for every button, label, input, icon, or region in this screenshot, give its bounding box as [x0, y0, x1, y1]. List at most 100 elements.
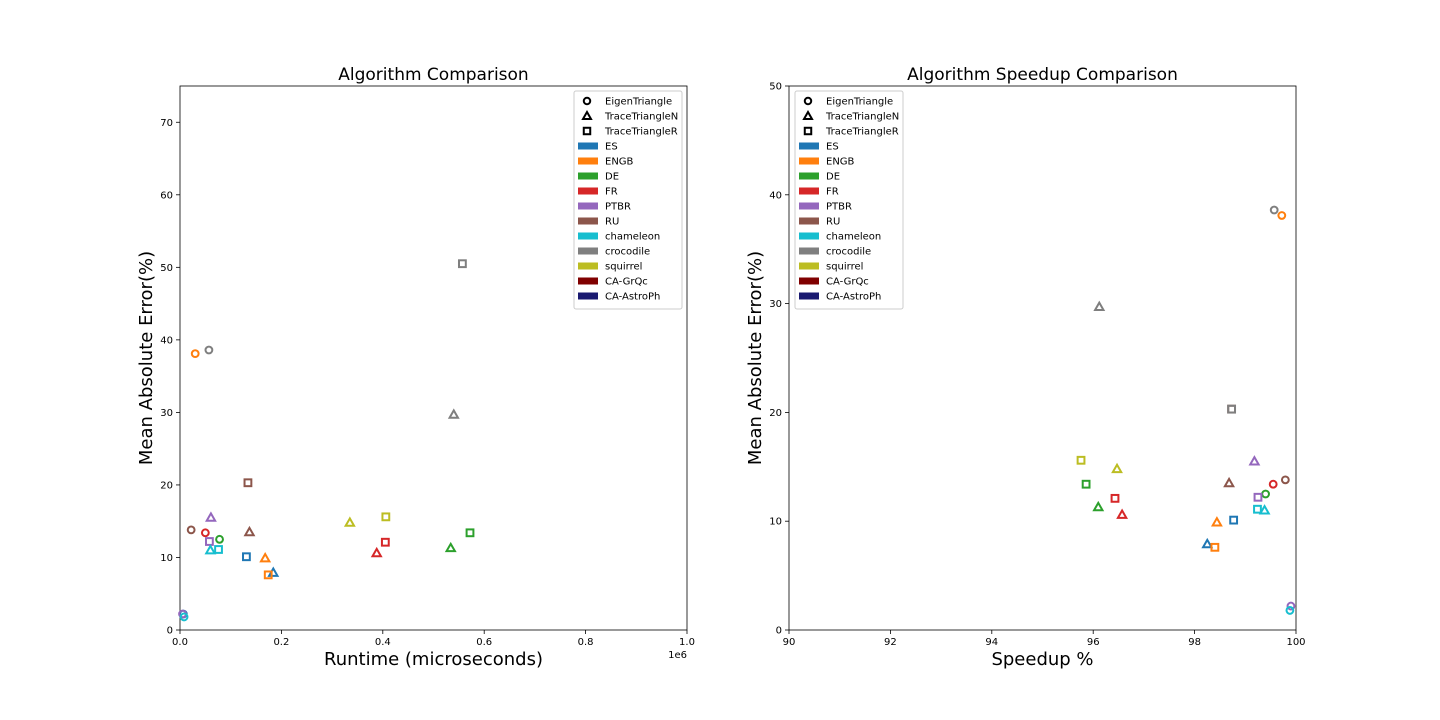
legend-label: CA-GrQc [605, 277, 648, 288]
data-point-chameleon-eigentriangle [179, 612, 189, 622]
data-point-es-tracetriangler [1229, 515, 1239, 525]
data-point-crocodile-tracetrianglen [447, 408, 460, 419]
legend-label: crocodile [605, 247, 650, 258]
legend-label: ENGB [826, 157, 855, 168]
legend: EigenTriangle TraceTriangleN TraceTriangle… [573, 90, 683, 310]
y-tick-label: 20 [769, 408, 782, 419]
legend-label: DE [605, 172, 619, 183]
legend-label: PTBR [826, 202, 852, 213]
legend-swatch-squirrel [799, 262, 819, 270]
legend-label: PTBR [605, 202, 631, 213]
data-point-engb-tracetriangler [1210, 542, 1220, 552]
legend-swatch-ru [578, 217, 598, 225]
legend-marker-circle [582, 96, 592, 106]
legend-label: chameleon [826, 232, 881, 243]
data-point-engb-tracetriangler [263, 570, 273, 580]
data-point-chameleon-tracetrianglen [1258, 504, 1271, 515]
chart-2: Algorithm Speedup Comparison 90 92 94 96 98 10… [745, 65, 1306, 670]
data-point-ptbr-tracetriangler [1253, 492, 1263, 502]
data-point-ptbr-eigentriangle [1286, 601, 1296, 611]
legend-swatch-ca-astroph [578, 292, 598, 300]
x-tick-label: 0.8 [578, 637, 594, 648]
legend-swatch-engb [578, 157, 598, 165]
data-point-engb-eigentriangle [1277, 211, 1287, 220]
legend-swatch-fr [578, 187, 598, 195]
legend-marker-triangle [802, 109, 814, 120]
legend-label: TraceTriangleN [825, 112, 899, 123]
legend-label: FR [826, 187, 839, 198]
y-axis-title: Mean Absolute Error(%) [745, 251, 766, 465]
x-tick-label: 0.4 [375, 637, 391, 648]
legend-label: TraceTriangleN [604, 112, 678, 123]
y-tick-label: 0 [167, 626, 173, 637]
legend-label: CA-GrQc [826, 277, 869, 288]
x-tick-label: 90 [783, 637, 796, 648]
data-point-squirrel-tracetriangler [1076, 455, 1086, 465]
data-point-fr-tracetriangler [1110, 493, 1120, 503]
legend-swatch-chameleon [578, 232, 598, 240]
y-tick-label: 70 [160, 118, 173, 129]
y-tick-label: 40 [160, 335, 173, 346]
data-point-crocodile-tracetriangler [457, 259, 467, 269]
legend-label: ES [826, 142, 839, 153]
legend-swatch-ru [799, 217, 819, 225]
data-point-squirrel-tracetrianglen [343, 516, 356, 527]
legend-swatch-ptbr [578, 202, 598, 210]
x-tick-label: 0.0 [172, 637, 188, 648]
data-point-chameleon-tracetriangler [1253, 504, 1262, 514]
x-axis-title: Runtime (microseconds) [324, 649, 543, 670]
legend-box [794, 90, 904, 310]
chart-1: Algorithm Comparison 0.0 0.2 0.4 0.6 0.8 1.0 0 1… [136, 65, 695, 670]
legend-marker-triangle [581, 109, 593, 120]
y-tick-label: 60 [160, 190, 173, 201]
data-point-de-tracetriangler [1081, 479, 1091, 489]
legend-label: RU [605, 217, 619, 228]
data-point-crocodile-tracetriangler [1227, 404, 1237, 414]
x-tick-label: 100 [1286, 637, 1305, 648]
data-point-squirrel-tracetrianglen [1111, 462, 1123, 474]
data-point-de-tracetrianglen [1092, 500, 1105, 512]
legend-label: chameleon [605, 232, 660, 243]
x-tick-label: 94 [985, 637, 998, 648]
legend-label: CA-AstroPh [605, 292, 660, 303]
legend-swatch-ca-grqc [578, 277, 598, 285]
legend-swatch-de [799, 172, 819, 180]
data-point-squirrel-tracetriangler [381, 512, 391, 522]
legend-marker-square [582, 126, 592, 136]
y-tick-label: 50 [160, 263, 173, 274]
data-point-engb-tracetrianglen [1210, 516, 1223, 527]
legend-swatch-chameleon [799, 232, 819, 240]
legend-swatch-engb [799, 157, 819, 165]
data-point-ru-tracetrianglen [243, 525, 256, 537]
legend-label: ES [605, 142, 618, 153]
legend-swatch-crocodile [799, 247, 819, 255]
data-point-es-tracetriangler [242, 552, 251, 562]
y-tick-label: 20 [160, 480, 173, 491]
data-point-ru-eigentriangle [1280, 475, 1290, 485]
data-point-fr-tracetrianglen [1116, 508, 1129, 519]
chart-title: Algorithm Speedup Comparison [907, 65, 1178, 85]
data-point-ptbr-tracetrianglen [205, 511, 217, 522]
chart-title: Algorithm Comparison [338, 65, 528, 85]
legend-swatch-squirrel [578, 262, 598, 270]
y-tick-label: 50 [769, 82, 782, 93]
data-point-fr-tracetrianglen [370, 546, 383, 558]
data-point-ru-tracetriangler [243, 478, 253, 488]
x-tick-label: 96 [1087, 637, 1100, 648]
x-tick-label: 98 [1188, 637, 1201, 648]
legend-label: EigenTriangle [826, 97, 893, 108]
data-point-fr-eigentriangle [200, 528, 210, 538]
data-point-de-tracetrianglen [444, 541, 457, 553]
data-point-chameleon-tracetriangler [214, 545, 223, 554]
data-point-crocodile-tracetrianglen [1093, 300, 1106, 312]
x-tick-label: 0.6 [476, 637, 492, 648]
y-tick-label: 0 [776, 626, 782, 637]
data-point-crocodile-eigentriangle [204, 345, 214, 355]
x-offset-label: 1e6 [668, 650, 687, 661]
data-point-fr-eigentriangle [1268, 479, 1278, 489]
data-point-de-eigentriangle [215, 534, 224, 544]
y-tick-label: 40 [769, 190, 782, 201]
x-tick-label: 0.2 [273, 637, 289, 648]
x-tick-label: 92 [884, 637, 897, 648]
